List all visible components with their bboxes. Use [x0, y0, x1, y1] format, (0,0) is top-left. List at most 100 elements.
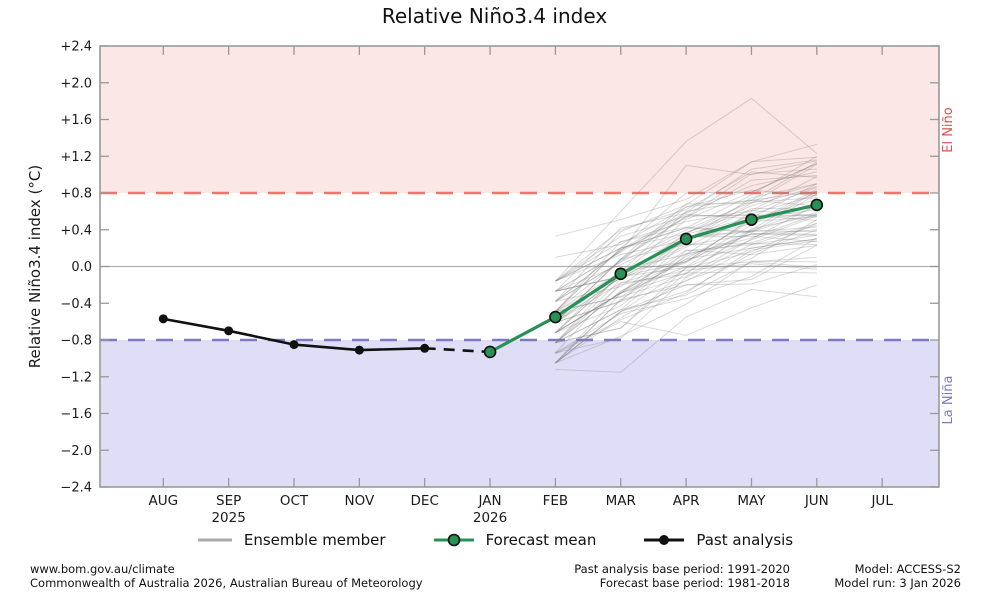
- legend-label-ensemble: Ensemble member: [243, 531, 386, 549]
- ensemble-member-line: [555, 155, 818, 282]
- forecast-mean-point: [810, 198, 824, 212]
- footer-past-base-period: Past analysis base period: 1991-2020: [574, 562, 790, 576]
- ensemble-member-line: [555, 163, 817, 312]
- ensemble-member-line: [555, 197, 817, 302]
- ensemble-member-line: [555, 240, 817, 354]
- x-tick-label: APR: [673, 493, 700, 509]
- y-tick-label: +1.6: [60, 113, 92, 128]
- ensemble-member-line: [555, 234, 817, 334]
- forecast-mean-point: [549, 310, 562, 324]
- footer-model-info: Model: ACCESS-S2 Model run: 3 Jan 2026: [834, 562, 961, 590]
- past-analysis-point: [354, 345, 364, 355]
- ensemble-member-line: [555, 171, 817, 282]
- ensemble-member-line: [555, 244, 817, 334]
- x-tick-label: JUL: [870, 493, 893, 509]
- ensemble-member-line: [555, 288, 817, 373]
- ensemble-line-icon: [197, 538, 232, 542]
- ensemble-member-line: [555, 237, 818, 354]
- ensemble-member-line: [555, 171, 817, 292]
- el-nino-band: [100, 46, 939, 193]
- y-tick-label: −2.4: [60, 481, 92, 496]
- forecast-mean-point: [614, 267, 628, 281]
- y-tick-label: −1.2: [60, 370, 92, 385]
- chart-legend: Ensemble member Forecast mean Past analy…: [0, 531, 989, 549]
- y-tick-label: +1.2: [60, 150, 92, 165]
- ensemble-member-line: [555, 160, 817, 292]
- forecast-mean-point: [745, 213, 758, 226]
- x-tick-label: DEC: [411, 493, 439, 509]
- ensemble-member-line: [555, 263, 817, 344]
- ensemble-member-line: [555, 230, 817, 354]
- footer-source: www.bom.gov.au/climate Commonwealth of A…: [30, 562, 423, 590]
- y-tick-label: −0.4: [60, 297, 92, 312]
- ensemble-member-line: [555, 215, 817, 292]
- ensemble-member-line: [555, 284, 817, 355]
- x-tick-label: MAY: [737, 493, 766, 509]
- y-tick-label: +2.0: [60, 76, 92, 91]
- legend-label-past: Past analysis: [696, 531, 794, 549]
- ensemble-member-line: [555, 244, 818, 364]
- ensemble-member-line: [555, 238, 817, 344]
- footer-model-run: Model run: 3 Jan 2026: [834, 575, 961, 590]
- ensemble-member-line: [555, 97, 818, 282]
- ensemble-member-line: [555, 233, 817, 364]
- ensemble-member-line: [555, 216, 817, 312]
- ensemble-member-line: [555, 213, 817, 292]
- ensemble-member-line: [555, 229, 817, 364]
- x-tick-label: FEB: [543, 493, 569, 509]
- x-tick-label: SEP: [216, 493, 241, 509]
- y-tick-label: −0.8: [60, 334, 92, 349]
- x-tick-label: AUG: [149, 493, 179, 509]
- past-line-dot-icon: [644, 535, 685, 545]
- ensemble-member-line: [555, 199, 817, 312]
- el-nino-band-label: El Niño: [941, 107, 956, 153]
- legend-item-past: Past analysis: [642, 531, 793, 549]
- ensemble-member-line: [555, 143, 817, 302]
- ensemble-member-line: [555, 190, 818, 344]
- ensemble-member-line: [555, 189, 817, 258]
- ensemble-member-line: [555, 264, 817, 364]
- legend-item-forecast: Forecast mean: [432, 531, 597, 549]
- forecast-swatch-dot: [447, 533, 460, 547]
- ensemble-member-line: [555, 222, 817, 344]
- ensemble-member-line: [555, 176, 818, 292]
- x-year-label: 2026: [473, 510, 507, 526]
- chart-title: Relative Niño3.4 index: [381, 4, 608, 28]
- ensemble-member-line: [555, 183, 817, 323]
- x-year-label: 2025: [211, 510, 245, 526]
- ensemble-member-line: [555, 168, 817, 312]
- ensemble-member-line: [555, 156, 817, 237]
- la-nina-band-label: La Niña: [941, 376, 956, 425]
- ensemble-member-line: [555, 204, 818, 312]
- ensemble-member-line: [555, 271, 817, 334]
- ensemble-member-line: [555, 187, 817, 334]
- x-tick-label: JAN: [478, 493, 502, 509]
- x-tick-label: NOV: [344, 493, 374, 509]
- past-forecast-link-line: [424, 346, 491, 354]
- ensemble-member-line: [555, 214, 817, 323]
- past-analysis-point: [158, 314, 168, 324]
- x-tick-label: MAR: [606, 493, 636, 509]
- y-tick-label: 0.0: [71, 260, 92, 275]
- forecast-mean-line: [489, 203, 818, 354]
- ensemble-member-line: [555, 213, 817, 344]
- ensemble-member-line: [555, 159, 817, 302]
- x-tick-label: OCT: [280, 493, 309, 509]
- ensemble-member-line: [555, 261, 817, 344]
- forecast-mean-point: [679, 232, 693, 246]
- ensemble-member-line: [555, 256, 817, 344]
- ensemble-member-line: [555, 219, 818, 364]
- ensemble-member-line: [555, 214, 817, 364]
- legend-label-forecast: Forecast mean: [485, 531, 597, 549]
- ensemble-member-line: [555, 193, 818, 312]
- forecast-line-dot-icon: [433, 533, 474, 547]
- ensemble-member-line: [555, 163, 817, 334]
- la-nina-band: [100, 340, 939, 487]
- footer-source-url: www.bom.gov.au/climate: [30, 562, 175, 576]
- ensemble-member-line: [555, 232, 817, 334]
- footer-base-periods: Past analysis base period: 1991-2020 For…: [574, 562, 790, 590]
- ensemble-member-line: [555, 224, 817, 354]
- forecast-mean-point: [483, 345, 497, 359]
